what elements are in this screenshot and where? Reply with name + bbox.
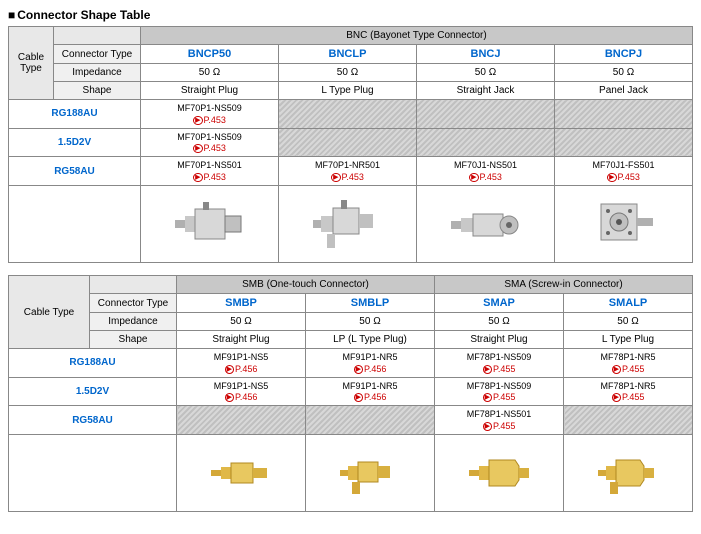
conn-type[interactable]: BNCLP (279, 45, 417, 64)
col-shape: Shape (90, 331, 177, 349)
cell: MF78P1-NS509P.455 (435, 377, 564, 406)
cell: MF91P1-NS5P.456 (177, 349, 306, 378)
connector-image (279, 186, 417, 263)
cell: MF70P1-NS509P.453 (141, 128, 279, 157)
image-row (9, 435, 693, 512)
col-shape-x: Impedance (54, 64, 141, 82)
conn-type[interactable]: BNCJ (417, 45, 555, 64)
cell: MF70P1-NS509P.453 (141, 100, 279, 129)
imp: 50 Ω (564, 313, 693, 331)
image-row (9, 186, 693, 263)
na-cell (279, 128, 417, 157)
imp: 50 Ω (141, 64, 279, 82)
cell: MF70J1-NS501P.453 (417, 157, 555, 186)
imp: 50 Ω (306, 313, 435, 331)
cable-link[interactable]: 1.5D2V (9, 377, 177, 406)
cable-type-header: Cable Type (9, 276, 90, 349)
conn-type[interactable]: BNCP50 (141, 45, 279, 64)
col-impedance: Connector Type (54, 45, 141, 64)
connector-image (564, 435, 693, 512)
cell: MF70P1-NR501P.453 (279, 157, 417, 186)
conn-type[interactable]: BNCPJ (555, 45, 693, 64)
table-row: RG188AU MF91P1-NS5P.456 MF91P1-NR5P.456 … (9, 349, 693, 378)
cable-link[interactable]: RG188AU (9, 100, 141, 129)
table-row: RG58AU MF78P1-NS501P.455 (9, 406, 693, 435)
shape: Panel Jack (555, 82, 693, 100)
na-cell (564, 406, 693, 435)
cable-link[interactable]: RG58AU (9, 406, 177, 435)
col-connector-type (90, 276, 177, 294)
connector-image (306, 435, 435, 512)
conn-type[interactable]: SMBP (177, 294, 306, 313)
table-row: RG188AU MF70P1-NS509P.453 (9, 100, 693, 129)
shape: LP (L Type Plug) (306, 331, 435, 349)
family-header: SMB (One-touch Connector) (177, 276, 435, 294)
shape: Straight Jack (417, 82, 555, 100)
cell: MF91P1-NS5P.456 (177, 377, 306, 406)
shape: L Type Plug (279, 82, 417, 100)
na-cell (177, 406, 306, 435)
connector-image (417, 186, 555, 263)
cell: MF78P1-NR5P.455 (564, 349, 693, 378)
imp: 50 Ω (555, 64, 693, 82)
img-spacer (9, 186, 141, 263)
table-row: 1.5D2V MF70P1-NS509P.453 (9, 128, 693, 157)
img-spacer (9, 435, 177, 512)
table-row: RG58AU MF70P1-NS501P.453 MF70P1-NR501P.4… (9, 157, 693, 186)
family-header: SMA (Screw-in Connector) (435, 276, 693, 294)
col-x: Impedance (90, 313, 177, 331)
family-header: BNC (Bayonet Type Connector) (141, 27, 693, 45)
shape: Straight Plug (141, 82, 279, 100)
cell: MF78P1-NS501P.455 (435, 406, 564, 435)
cable-link[interactable]: RG188AU (9, 349, 177, 378)
connector-image (435, 435, 564, 512)
na-cell (417, 100, 555, 129)
cell: MF91P1-NR5P.456 (306, 377, 435, 406)
shape: Straight Plug (435, 331, 564, 349)
col-shape: Shape (54, 82, 141, 100)
imp: 50 Ω (417, 64, 555, 82)
imp: 50 Ω (177, 313, 306, 331)
col-connector-type (54, 27, 141, 45)
cell: MF70J1-FS501P.453 (555, 157, 693, 186)
shape: L Type Plug (564, 331, 693, 349)
cell: MF78P1-NS509P.455 (435, 349, 564, 378)
col-impedance: Connector Type (90, 294, 177, 313)
connector-image (555, 186, 693, 263)
cable-link[interactable]: RG58AU (9, 157, 141, 186)
page-title: Connector Shape Table (8, 8, 693, 22)
na-cell (279, 100, 417, 129)
table-row: 1.5D2V MF91P1-NS5P.456 MF91P1-NR5P.456 M… (9, 377, 693, 406)
conn-type[interactable]: SMBLP (306, 294, 435, 313)
na-cell (555, 128, 693, 157)
cell: MF70P1-NS501P.453 (141, 157, 279, 186)
na-cell (555, 100, 693, 129)
shape: Straight Plug (177, 331, 306, 349)
bnc-table: Cable Type BNC (Bayonet Type Connector) … (8, 26, 693, 263)
cell: MF91P1-NR5P.456 (306, 349, 435, 378)
conn-type[interactable]: SMALP (564, 294, 693, 313)
na-cell (417, 128, 555, 157)
cable-link[interactable]: 1.5D2V (9, 128, 141, 157)
smb-sma-table: Cable Type SMB (One-touch Connector) SMA… (8, 275, 693, 512)
connector-image (177, 435, 306, 512)
cable-type-header: Cable Type (9, 27, 54, 100)
imp: 50 Ω (435, 313, 564, 331)
conn-type[interactable]: SMAP (435, 294, 564, 313)
cell: MF78P1-NR5P.455 (564, 377, 693, 406)
na-cell (306, 406, 435, 435)
imp: 50 Ω (279, 64, 417, 82)
connector-image (141, 186, 279, 263)
